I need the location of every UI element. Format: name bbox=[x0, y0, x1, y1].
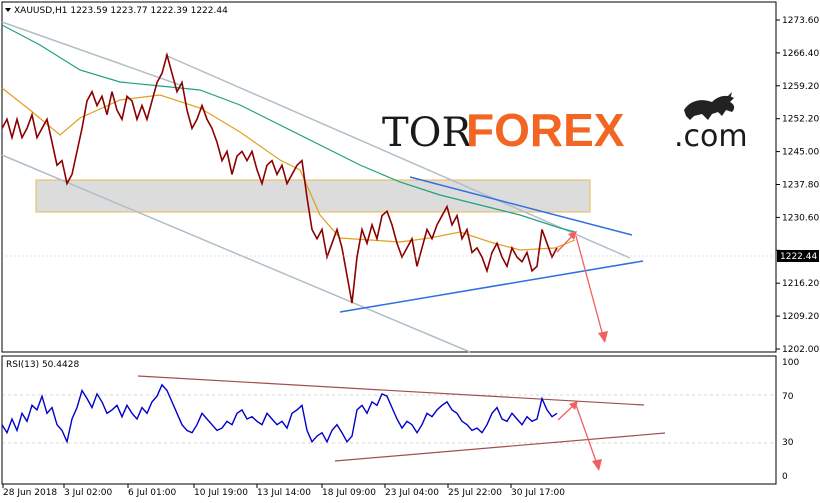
symbol-header: XAUUSD,H1 1223.59 1223.77 1222.39 1222.4… bbox=[14, 6, 228, 16]
price-tick-label: 1245.00 bbox=[782, 148, 819, 158]
rsi-tick-label: 0 bbox=[782, 472, 788, 482]
forecast-arrow-down bbox=[575, 235, 608, 343]
time-axis: 28 Jun 2018 3 Jul 02:00 6 Jul 01:00 10 Jul … bbox=[2, 484, 565, 498]
rsi-header: RSI(13) 50.4428 bbox=[6, 360, 79, 370]
price-tick-label: 1209.20 bbox=[782, 312, 819, 322]
time-tick-label: 30 Jul 17:00 bbox=[511, 488, 565, 498]
dropdown-triangle-icon[interactable] bbox=[5, 8, 11, 12]
logo-com: .com bbox=[674, 119, 748, 154]
channel-line-upper bbox=[164, 54, 631, 259]
logo-tor: TOR bbox=[382, 110, 473, 156]
rsi-tick-label: 70 bbox=[782, 392, 794, 402]
price-tick-label: 1273.60 bbox=[782, 16, 819, 26]
price-tick-label: 1259.20 bbox=[782, 82, 819, 92]
time-tick-label: 10 Jul 19:00 bbox=[194, 488, 248, 498]
channel-line-lower bbox=[1, 154, 471, 353]
price-series bbox=[1, 51, 558, 304]
time-tick-label: 13 Jul 14:00 bbox=[257, 488, 311, 498]
price-tick-label: 1237.80 bbox=[782, 181, 819, 191]
rsi-tick-label: 30 bbox=[782, 438, 794, 448]
channel-line-top bbox=[1, 21, 181, 86]
time-tick-label: 25 Jul 22:00 bbox=[448, 488, 502, 498]
time-tick-label: 23 Jul 04:00 bbox=[385, 488, 439, 498]
price-tick-label: 1202.00 bbox=[782, 345, 819, 355]
time-tick-label: 18 Jul 09:00 bbox=[322, 488, 376, 498]
rsi-channel-upper bbox=[137, 375, 645, 406]
price-tick-label: 1216.20 bbox=[782, 279, 819, 289]
rsi-channel-lower bbox=[334, 432, 666, 462]
trend-line-upper-blue bbox=[409, 176, 633, 236]
time-tick-label: 3 Jul 02:00 bbox=[64, 488, 113, 498]
rsi-panel bbox=[1, 355, 777, 485]
time-tick-label: 6 Jul 01:00 bbox=[128, 488, 177, 498]
logo-forex: FOREX bbox=[466, 104, 625, 156]
current-price-label: 1222.44 bbox=[780, 252, 817, 262]
moving-average-slow bbox=[1, 24, 576, 233]
moving-average-fast bbox=[1, 87, 576, 251]
rsi-forecast-arrow-up bbox=[557, 401, 578, 421]
price-tick-label: 1252.20 bbox=[782, 115, 819, 125]
torforex-logo: TOR FOREX .com bbox=[382, 92, 748, 156]
current-price-badge bbox=[777, 250, 819, 262]
rsi-series bbox=[1, 383, 558, 445]
price-axis: 1273.60 1266.40 1259.20 1252.20 1245.00 1237.… bbox=[776, 16, 819, 355]
trend-line-lower-blue bbox=[339, 260, 644, 313]
forecast-arrow-up bbox=[556, 231, 577, 253]
resistance-zone bbox=[35, 179, 591, 213]
rsi-tick-label: 100 bbox=[782, 358, 799, 368]
price-tick-label: 1230.60 bbox=[782, 213, 819, 223]
rsi-axis: 100 70 30 0 bbox=[782, 358, 799, 482]
time-tick-label: 28 Jun 2018 bbox=[3, 488, 57, 498]
bull-icon bbox=[684, 92, 735, 120]
price-tick-label: 1266.40 bbox=[782, 49, 819, 59]
rsi-forecast-arrow-down bbox=[575, 404, 602, 471]
